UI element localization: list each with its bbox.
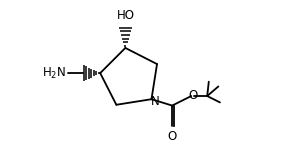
Text: N: N bbox=[151, 95, 159, 108]
Text: O: O bbox=[168, 130, 177, 143]
Text: HO: HO bbox=[117, 9, 135, 22]
Text: O: O bbox=[188, 89, 197, 102]
Text: H$_2$N: H$_2$N bbox=[42, 66, 67, 81]
